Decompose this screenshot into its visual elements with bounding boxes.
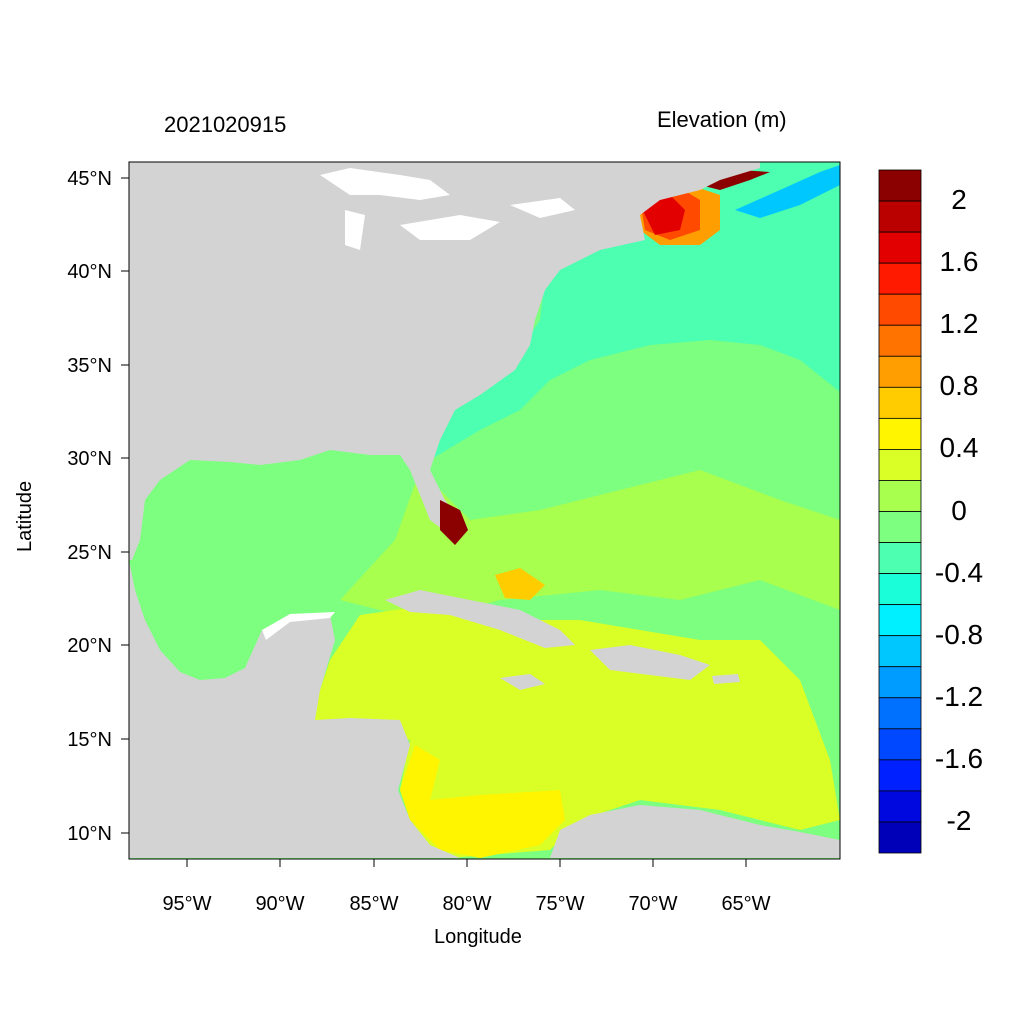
colorbar-swatch <box>878 386 922 419</box>
atlantic-negative-zone <box>420 162 840 460</box>
colorbar-swatch <box>878 573 922 606</box>
colorbar-swatch <box>878 231 922 264</box>
colorbar-swatch <box>878 324 922 357</box>
colorbar-swatch <box>878 790 922 823</box>
lon-tick-label: 70°W <box>628 893 677 915</box>
lon-tick-label: 75°W <box>535 893 584 915</box>
colorbar-swatch <box>878 262 922 295</box>
lon-tick-label: 85°W <box>349 893 398 915</box>
x-axis-label: Longitude <box>434 926 522 948</box>
caribbean-sea <box>310 605 840 858</box>
florida-surge <box>440 500 468 545</box>
colorbar-label: -1.2 <box>934 680 984 712</box>
southern-high-patch <box>400 745 565 858</box>
colorbar-swatch <box>878 821 922 854</box>
cuba-land <box>385 590 575 648</box>
colorbar-swatch <box>878 728 922 761</box>
colorbar-swatch <box>878 417 922 450</box>
colorbar-swatch <box>878 480 922 512</box>
lat-tick-label: 20°N <box>67 635 112 657</box>
colorbar-label: -0.8 <box>934 618 984 650</box>
caribbean-positive-band <box>340 470 840 620</box>
yucatan-coast <box>262 612 335 640</box>
lat-tick-label: 35°N <box>67 355 112 377</box>
date-label: 2021020915 <box>164 112 287 137</box>
lon-tick-label: 90°W <box>255 893 304 915</box>
lat-tick-label: 30°N <box>67 448 112 470</box>
colorbar-swatch <box>878 697 922 730</box>
colorbar-swatch <box>878 635 922 668</box>
colorbar-swatch <box>878 293 922 326</box>
colorbar-label: -2 <box>946 804 972 836</box>
colorbar-label: 0.4 <box>939 432 979 464</box>
colorbar-swatch <box>878 449 922 481</box>
colorbar-label: 2 <box>951 184 967 216</box>
colorbar-label: 1.6 <box>939 246 979 278</box>
lat-tick-label: 25°N <box>67 542 112 564</box>
colorbar-label: 0.8 <box>939 370 979 402</box>
bahamas-high <box>495 568 545 600</box>
colorbar-swatch <box>878 200 922 233</box>
plot-frame <box>128 161 841 860</box>
lon-tick-label: 80°W <box>442 893 491 915</box>
colorbar-label: 1.2 <box>939 308 979 340</box>
scotian-shelf-negative <box>735 165 840 218</box>
colorbar-label: -1.6 <box>934 742 984 774</box>
lat-tick-label: 15°N <box>67 729 112 751</box>
lon-tick-label: 65°W <box>721 893 770 915</box>
map-layers <box>129 162 840 859</box>
axis-ticks: 95°W 90°W 85°W 80°W 75°W 70°W 65°W 45°N 40°N 35°N… <box>67 168 770 915</box>
puerto-rico-land <box>712 674 740 684</box>
colorbar-swatch <box>878 759 922 792</box>
colorbar-swatch <box>878 604 922 637</box>
lat-tick-label: 40°N <box>67 261 112 283</box>
colorbar-swatch <box>878 169 922 202</box>
variable-label: Elevation (m) <box>657 107 787 132</box>
lon-tick-label: 95°W <box>162 893 211 915</box>
gulf-maine-peak <box>700 170 770 190</box>
jamaica-land <box>500 674 545 690</box>
colorbar-label: -0.4 <box>934 556 984 588</box>
colorbar-swatch <box>878 355 922 388</box>
central-america-land <box>129 560 460 858</box>
north-america-land <box>129 162 760 560</box>
colorbar-swatch <box>878 666 922 699</box>
lat-tick-label: 10°N <box>67 823 112 845</box>
colorbar <box>878 169 922 854</box>
hispaniola-land <box>590 645 710 680</box>
lat-tick-label: 45°N <box>67 168 112 190</box>
colorbar-swatch <box>878 511 922 543</box>
colorbar-swatch <box>878 542 922 574</box>
south-america-land <box>550 805 840 858</box>
colorbar-label: 0 <box>951 494 967 526</box>
great-lakes <box>320 168 575 250</box>
